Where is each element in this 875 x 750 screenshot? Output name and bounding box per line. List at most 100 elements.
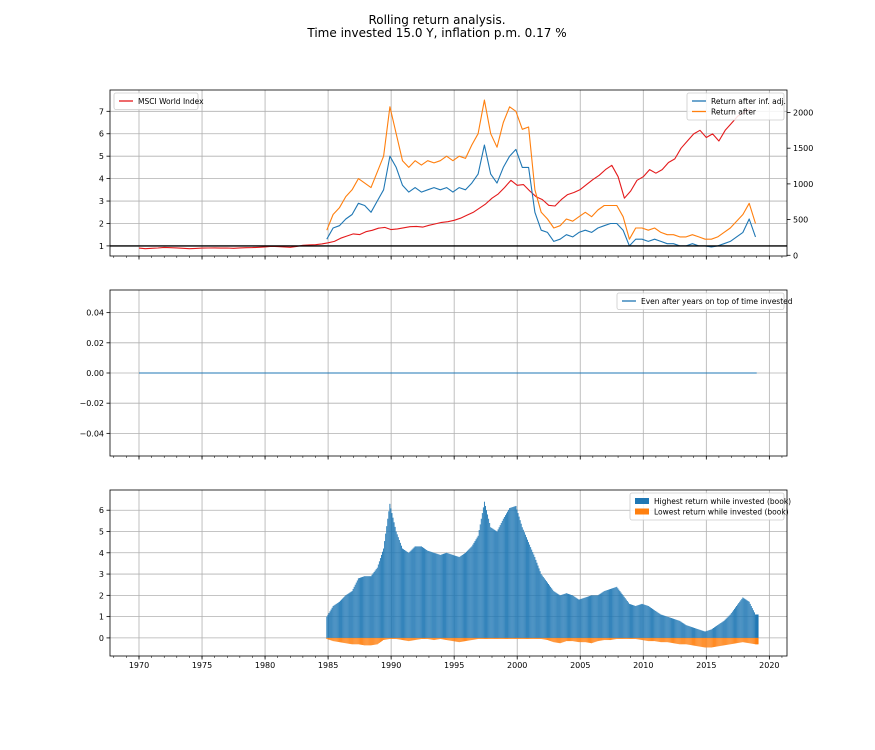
panel-middle-even-after: 0.04 0.02 0.00 −0.02 −0.04 Even after years o… [79,289,793,460]
bar-lowest-return [379,637,381,643]
bar-lowest-return [341,637,342,643]
bar-lowest-return [676,637,678,644]
bar-highest-return [706,630,708,638]
bar-lowest-return [503,637,505,639]
y2-tick-label: 2000 [793,108,813,117]
bar-highest-return [355,582,357,638]
x-tick-label: 1975 [192,661,212,670]
bar-highest-return [458,557,460,638]
bar-lowest-return [648,637,650,642]
bar-lowest-return [630,637,631,639]
bar-highest-return [474,541,476,638]
bar-highest-return [393,522,395,638]
bar-lowest-return [330,637,332,641]
bar-lowest-return [508,637,510,639]
bar-highest-return [691,627,693,638]
bar-highest-return [599,593,601,638]
bar-lowest-return [485,637,486,639]
bar-highest-return [757,614,759,638]
bar-highest-return [725,618,727,638]
bar-highest-return [662,615,664,638]
bar-highest-return [444,553,445,638]
bar-lowest-return [428,637,430,640]
bar-lowest-return [741,637,743,643]
bar-lowest-return [663,637,665,643]
bar-lowest-return [606,637,608,641]
bar-lowest-return [441,637,443,640]
bar-lowest-return [660,637,662,643]
bar-highest-return [636,605,638,638]
bar-lowest-return [337,637,339,642]
bar-highest-return [488,518,490,638]
bar-lowest-return [723,637,725,646]
bar-lowest-return [333,637,335,642]
bar-highest-return [433,552,435,638]
x-tick-label: 1970 [129,661,149,670]
bar-lowest-return [453,637,455,642]
bar-highest-return [535,559,537,638]
bar-lowest-return [443,637,444,640]
bar-highest-return [584,597,586,638]
bar-lowest-return [529,637,531,639]
bar-highest-return [689,626,691,638]
bar-highest-return [702,630,704,638]
bar-highest-return [430,551,432,638]
bar-highest-return [398,540,400,638]
bar-highest-return [345,595,347,638]
bar-lowest-return [737,637,739,644]
bar-lowest-return [383,637,385,641]
bar-highest-return [721,622,723,638]
bar-highest-return [439,554,441,638]
legend-swatch [635,498,649,504]
bar-highest-return [742,597,744,638]
bar-highest-return [331,607,333,638]
bar-highest-return [745,599,747,638]
y2-tick-label: 0 [793,251,798,260]
bar-lowest-return [551,637,553,642]
bar-highest-return [684,624,686,638]
bar-highest-return [450,554,452,638]
bar-lowest-return [576,637,578,642]
bar-lowest-return [495,637,497,639]
bar-highest-return [468,549,470,638]
bar-lowest-return [561,637,563,643]
bar-lowest-return [489,637,491,639]
y-tick-label: 5 [99,528,104,537]
bar-highest-return [469,548,471,638]
bar-lowest-return [407,637,409,641]
bar-lowest-return [661,637,663,643]
bar-lowest-return [639,637,641,640]
bar-lowest-return [688,637,690,645]
bar-highest-return [729,614,731,638]
bar-highest-return [593,595,595,638]
bar-lowest-return [703,637,705,648]
bar-lowest-return [603,637,605,641]
bar-lowest-return [466,637,468,641]
bar-lowest-return [539,637,541,639]
bar-highest-return [697,629,699,638]
bar-lowest-return [332,637,334,642]
bar-highest-return [600,593,602,638]
bar-highest-return [631,604,632,638]
bar-highest-return [492,528,494,638]
bar-highest-return [527,539,528,638]
bar-highest-return [400,545,402,638]
bar-lowest-return [674,637,676,644]
bar-highest-return [678,620,680,638]
bar-highest-return [368,576,370,638]
bar-lowest-return [614,637,616,640]
bar-lowest-return [480,637,482,639]
bar-lowest-return [560,637,562,643]
bar-highest-return [502,518,504,638]
bar-highest-return [578,599,580,638]
x-tick-label: 2010 [633,661,653,670]
bar-highest-return [434,553,436,638]
bar-lowest-return [472,637,474,640]
bar-highest-return [755,614,756,638]
bar-highest-return [404,549,406,638]
bar-highest-return [633,605,635,638]
bar-highest-return [456,556,458,638]
bar-lowest-return [649,637,651,642]
bar-highest-return [613,587,615,638]
bar-lowest-return [328,637,330,640]
